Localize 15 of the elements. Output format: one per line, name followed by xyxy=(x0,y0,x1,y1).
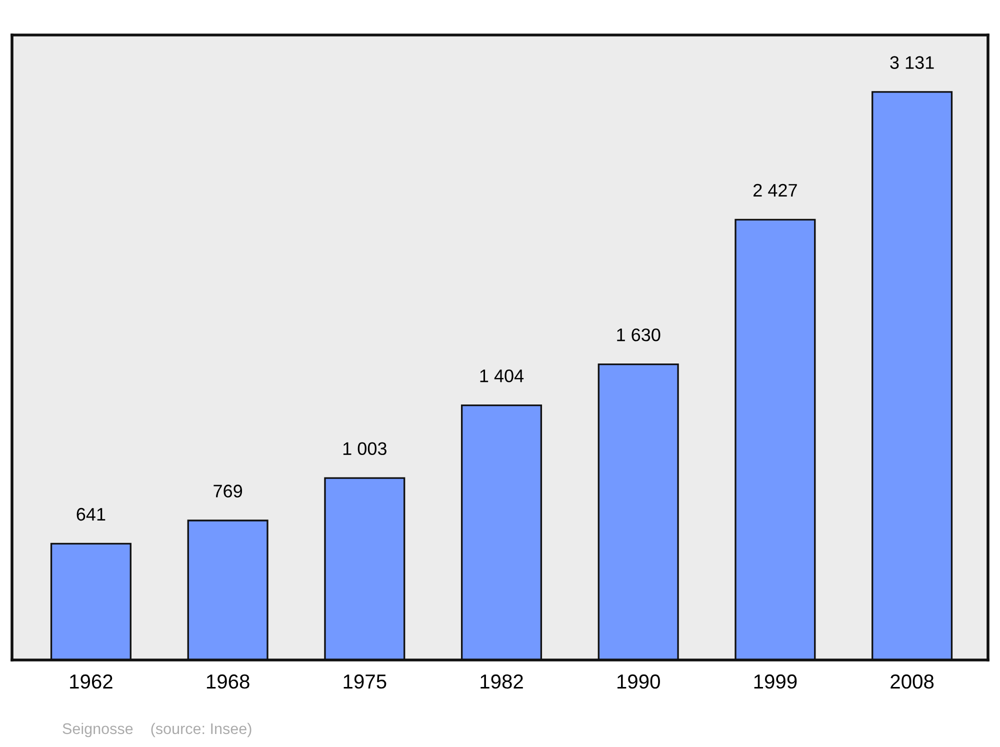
data-label: 1 003 xyxy=(343,442,386,456)
x-tick-label: 1962 xyxy=(70,674,112,689)
data-label: 1 630 xyxy=(617,328,660,342)
data-label: 1 404 xyxy=(480,369,524,382)
x-tick-label: 1999 xyxy=(754,674,797,689)
data-label: 3 131 xyxy=(890,56,934,69)
x-tick-label: 1990 xyxy=(617,674,660,689)
data-label: 2 427 xyxy=(754,184,797,196)
x-tick-label: 1968 xyxy=(206,674,250,689)
x-tick-label: 2008 xyxy=(890,674,934,689)
x-tick-label: 1975 xyxy=(344,674,386,689)
data-label: 769 xyxy=(214,484,242,498)
text: Seignosse (source: Insee) xyxy=(62,722,252,738)
data-label: 641 xyxy=(76,508,106,521)
x-tick-label: 1982 xyxy=(480,674,523,689)
